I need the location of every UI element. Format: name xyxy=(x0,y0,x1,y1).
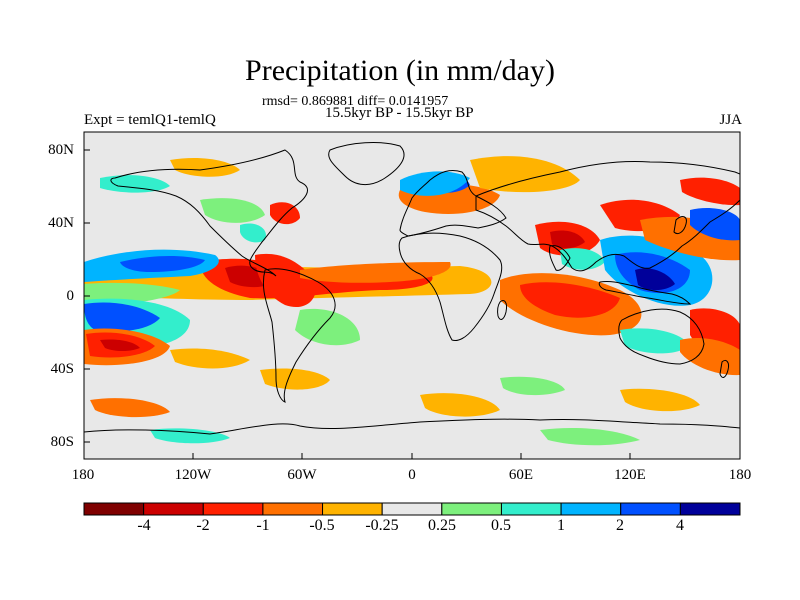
coast-africa xyxy=(398,232,503,341)
north-pacific-dry xyxy=(680,177,740,206)
lon-label-60e: 60E xyxy=(508,467,534,483)
greenland-wet-fringe xyxy=(400,171,470,196)
southern-ocean-wet-b xyxy=(150,428,230,444)
coast-europe xyxy=(399,169,507,237)
coast-australia xyxy=(618,308,705,365)
lat-label-80s: 80S xyxy=(50,434,74,450)
colorbar-label: -0.25 xyxy=(365,517,399,534)
colorbar-box xyxy=(381,502,443,516)
south-pacific-wet-core xyxy=(84,302,160,332)
colorbar-label: 0.25 xyxy=(428,517,456,534)
coast-india xyxy=(549,245,571,271)
colorbar-label: 4 xyxy=(676,517,684,534)
rmsd-diff-stats: rmsd= 0.869881 diff= 0.0141957 xyxy=(262,94,449,109)
colorbar-box xyxy=(202,502,264,516)
colorbar-box xyxy=(441,502,502,516)
lat-label-80n: 80N xyxy=(48,142,74,158)
lat-label-0: 0 xyxy=(66,288,75,304)
precipitation-field xyxy=(84,132,740,459)
coastlines xyxy=(84,142,740,435)
southern-ocean-wet-a xyxy=(500,376,565,396)
lon-label-180w: 180 xyxy=(71,467,95,483)
season-label: JJA xyxy=(719,112,742,128)
north-america-wet-b xyxy=(200,198,265,223)
australia-wet xyxy=(620,328,690,354)
colorbar-box xyxy=(262,502,324,516)
south-america-dry xyxy=(255,253,316,308)
experiment-label: Expt = temlQ1-temlQ xyxy=(84,112,216,128)
coast-japan xyxy=(673,216,687,235)
southern-ocean-dry-a xyxy=(420,393,500,417)
lon-label-120e: 120E xyxy=(614,467,646,483)
lon-label-60w: 60W xyxy=(287,467,317,483)
colorbar-label: -1 xyxy=(256,517,270,534)
colorbar-label: 1 xyxy=(557,517,565,534)
axis-ticks xyxy=(84,149,631,459)
colorbar-box xyxy=(322,502,383,516)
lon-label-180e: 180 xyxy=(728,467,752,483)
southern-ocean-dry-b xyxy=(620,388,700,412)
lon-label-120w: 120W xyxy=(174,467,212,483)
arctic-wet xyxy=(100,175,170,193)
atlantic-itcz-dry xyxy=(300,262,451,283)
lat-label-40n: 40N xyxy=(48,215,74,231)
coast-north-america xyxy=(110,149,308,277)
colorbar-label: 0.5 xyxy=(491,517,511,534)
colorbar-box xyxy=(83,502,145,516)
colorbar-label: -0.5 xyxy=(309,517,335,534)
colorbar xyxy=(83,502,741,516)
colorbar-box xyxy=(679,502,741,516)
colorbar-box xyxy=(500,502,562,516)
coast-greenland xyxy=(328,142,405,185)
coast-madagascar xyxy=(497,299,507,320)
coast-indonesia xyxy=(598,281,692,305)
period-label: 15.5kyr BP - 15.5kyr BP xyxy=(325,105,474,121)
lat-label-40s: 40S xyxy=(50,361,74,377)
south-atlantic-dry xyxy=(260,368,330,390)
south-pacific-dry-max xyxy=(100,339,140,351)
indian-ocean-dry-core xyxy=(520,282,620,318)
colorbar-box xyxy=(143,502,204,516)
colorbar-box xyxy=(620,502,681,516)
southern-ocean-dry-c xyxy=(90,398,170,418)
colorbar-label: -4 xyxy=(137,517,151,534)
coast-asia xyxy=(475,161,740,272)
colorbar-label: 2 xyxy=(616,517,624,534)
colorbar-label: -2 xyxy=(196,517,210,534)
south-pacific-dry-fringe xyxy=(170,348,250,369)
south-pacific-east-dry xyxy=(680,338,740,376)
maritime-continent-wet-max xyxy=(635,268,675,291)
map-title: Precipitation (in mm/day) xyxy=(245,54,555,87)
coast-south-america xyxy=(262,268,336,403)
arctic-dry xyxy=(170,158,240,177)
north-pacific-wet xyxy=(690,208,740,241)
north-america-wet xyxy=(240,223,266,243)
india-dry-max xyxy=(550,230,585,249)
south-atlantic-wet xyxy=(295,308,360,346)
antarctic-wet xyxy=(540,428,640,446)
colorbar-box xyxy=(560,502,622,516)
pacific-wet-core xyxy=(120,256,205,272)
north-atlantic-dry-fringe xyxy=(470,156,580,193)
lon-label-0: 0 xyxy=(408,467,416,483)
coast-antarctica xyxy=(84,418,740,435)
coast-new-zealand xyxy=(719,359,729,378)
